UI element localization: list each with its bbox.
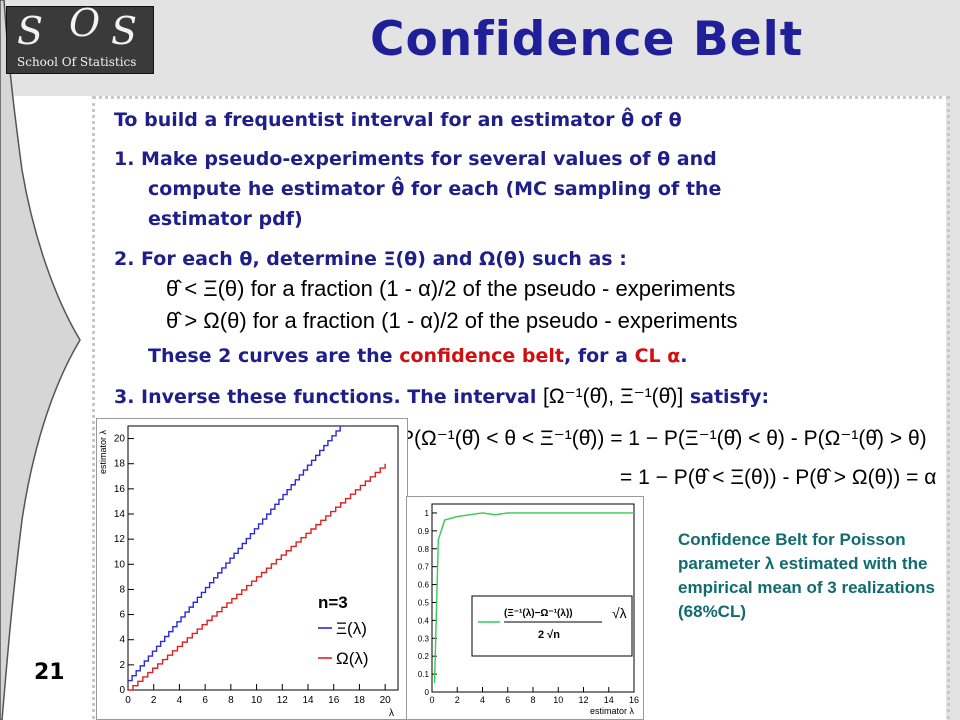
step3-text: 3. Inverse these functions. The interval… [114,384,769,409]
step1-line2: compute he estimator θ̂ for each (MC sam… [148,178,722,200]
equation-omega: θ̂ > Ω(θ) for a fraction (1 - α)/2 of th… [166,308,738,333]
school-logo: S O S School Of Statistics [6,1,154,74]
y-tick-label: 0.4 [418,616,430,625]
legend-box [471,595,633,657]
y-tick-label: 0.6 [418,581,430,590]
x-tick-label: 14 [302,695,314,706]
x-tick-label: 0 [429,695,434,705]
legend-entry: Ξ(λ) [336,619,367,638]
y-tick-label: 0 [425,688,430,697]
x-tick-label: 14 [604,695,614,705]
y-tick-label: 0.2 [418,652,430,661]
x-tick-label: 4 [177,695,183,706]
step2-text: 2. For each θ, determine Ξ(θ) and Ω(θ) s… [114,248,627,270]
x-tick-label: 6 [505,695,510,705]
cl-highlight: CL α [634,345,681,367]
belt-plot: 0 2 4 6 8 10 12 14 16 18 20 0 2 4 6 8 10 12 14 16 18 20 λ estim… [98,425,399,718]
step1-line3: estimator pdf) [148,208,303,230]
gaussian-curve [0,0,81,720]
logo-letter-s1: S [17,9,44,53]
x-tick-label: 10 [553,695,563,705]
y-tick-label: 6 [119,610,125,621]
y-tick-label: 4 [119,635,125,646]
plot-caption: Confidence Belt for Poisson parameter λ … [678,530,935,621]
y-tick-label: 2 [119,660,125,671]
x-axis-label: λ [389,708,394,718]
belt-text-1: These 2 curves are the [148,345,400,367]
x-tick-label: 12 [578,695,588,705]
y-tick-label: 20 [114,434,126,445]
x-tick-label: 12 [277,695,289,706]
y-tick-label: 0.1 [418,670,430,679]
step3-pre: 3. Inverse these functions. The interval [114,386,537,408]
y-tick-label: 14 [114,509,126,520]
series-omega-line [128,463,386,691]
y-tick-label: 8 [119,584,125,595]
header-band [0,0,960,96]
x-tick-label: 16 [328,695,340,706]
y-tick-label: 12 [114,534,126,545]
intro-text: To build a frequentist interval for an e… [114,109,682,131]
equation-probability-1: P(Ω⁻¹(θ̂) < θ < Ξ⁻¹(θ̂)) = 1 − P(Ξ⁻¹(θ̂)… [400,427,927,450]
x-tick-label: 20 [380,695,392,706]
x-tick-label: 0 [125,695,131,706]
legend-numerator: (Ξ⁻¹(λ)−Ω⁻¹(λ)) [504,608,573,619]
coverage-plot: 0 2 4 6 8 10 12 14 16 0 0.1 0.2 0.3 0.4 0.5 0.6 0.7 0.8 0.… [418,503,639,716]
legend-sqrt-lambda: √λ [612,605,627,621]
step3-post: satisfy: [689,386,770,408]
logo-letter-o: O [69,1,101,45]
slide-number: 21 [34,660,65,685]
series-xi-line [128,426,341,682]
belt-text-2: , for a [563,345,635,367]
y-tick-label: 0.3 [418,634,430,643]
y-tick-label: 10 [114,559,126,570]
y-tick-label: 0.9 [418,527,430,536]
equation-xi: θ̂ < Ξ(θ) for a fraction (1 - α)/2 of th… [166,276,736,301]
legend-denominator: 2 √n [538,629,560,641]
x-tick-label: 8 [530,695,535,705]
x-tick-label: 2 [455,695,460,705]
step3-interval: [Ω⁻¹(θ̂), Ξ⁻¹(θ̂)] [543,385,684,408]
logo-subtitle: School Of Statistics [17,55,137,69]
y-axis-label: estimator λ [98,430,108,475]
x-tick-label: 18 [354,695,366,706]
y-tick-label: 0 [119,685,125,696]
gaussian-decoration [0,0,81,720]
x-tick-label: 2 [151,695,157,706]
logo-letter-s2: S [111,9,138,53]
plot-area [127,425,399,691]
x-tick-label: 10 [251,695,263,706]
y-tick-label: 1 [425,509,430,518]
belt-sentence: These 2 curves are the confidence belt, … [148,345,688,367]
x-tick-label: 8 [228,695,234,706]
equation-probability-2: = 1 − P(θ̂ < Ξ(θ)) - P(θ̂ > Ω(θ)) = α [620,466,937,489]
content-frame [92,96,950,719]
x-axis-label: estimator λ [590,706,635,716]
step1-line1: 1. Make pseudo-experiments for several v… [114,148,717,170]
y-tick-label: 16 [114,484,126,495]
slide-title: Confidence Belt [370,12,804,67]
belt-highlight: confidence belt [399,345,564,367]
y-tick-label: 0.7 [418,563,430,572]
legend-entry: Ω(λ) [336,649,369,668]
y-tick-label: 18 [114,459,126,470]
y-tick-label: 0.5 [418,598,430,607]
series-coverage-line [433,512,634,684]
x-tick-label: 16 [629,695,639,705]
y-tick-label: 0.8 [418,545,430,554]
x-tick-label: 4 [480,695,485,705]
x-tick-label: 6 [202,695,208,706]
belt-text-3: . [680,345,688,367]
legend-title: n=3 [318,593,348,612]
